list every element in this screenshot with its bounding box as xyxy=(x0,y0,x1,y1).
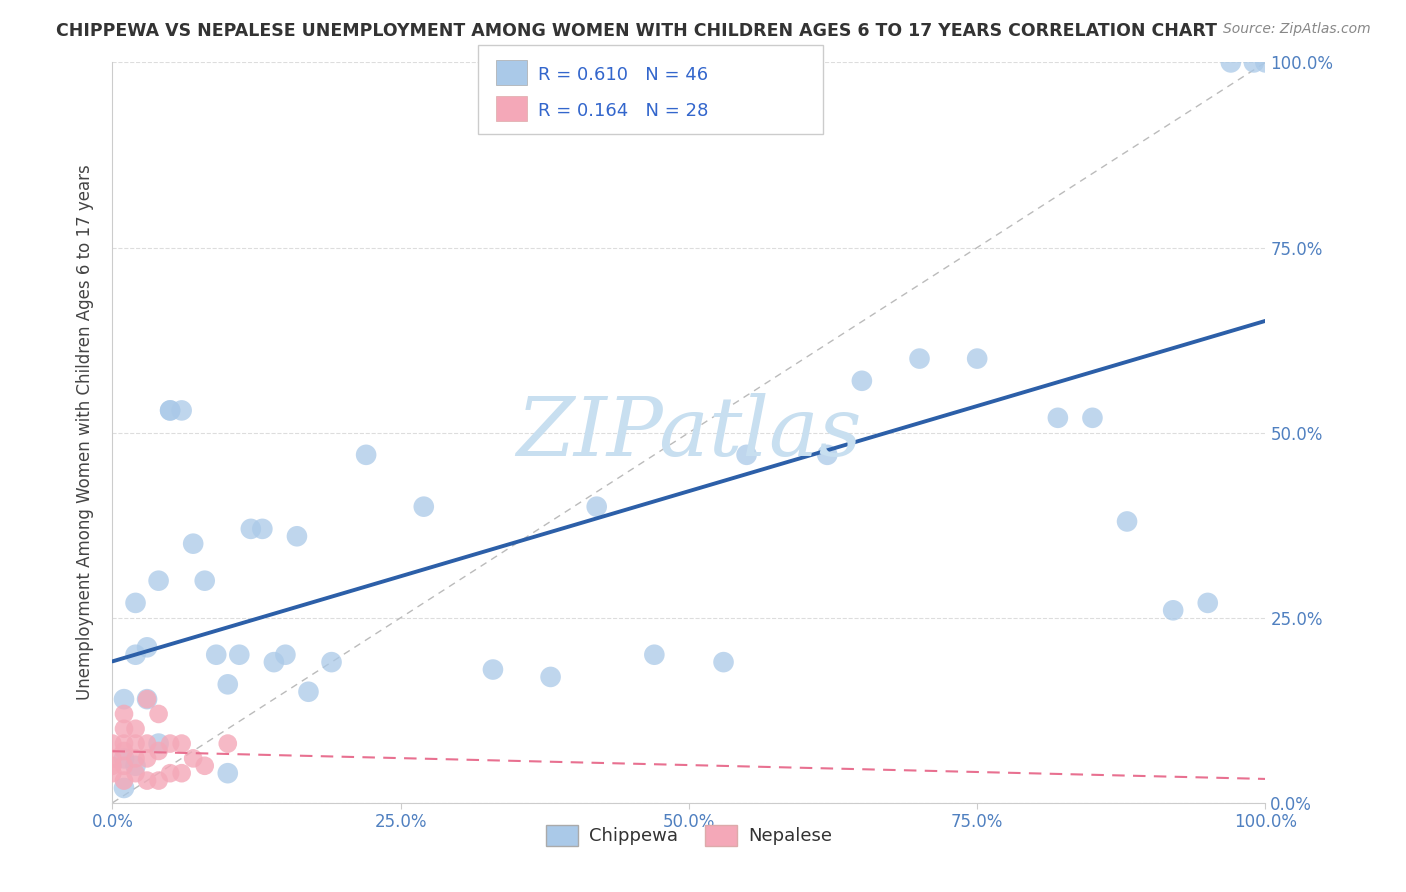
Text: ZIPatlas: ZIPatlas xyxy=(516,392,862,473)
Point xyxy=(205,648,228,662)
Point xyxy=(217,737,239,751)
Point xyxy=(285,529,308,543)
Point xyxy=(321,655,343,669)
Point xyxy=(735,448,758,462)
Point xyxy=(148,773,170,788)
Point xyxy=(239,522,262,536)
Point xyxy=(1197,596,1219,610)
Point xyxy=(112,773,135,788)
Point xyxy=(159,403,181,417)
Point xyxy=(148,737,170,751)
Point xyxy=(1243,55,1265,70)
Point xyxy=(815,448,838,462)
Point xyxy=(713,655,735,669)
Point xyxy=(170,403,193,417)
Point xyxy=(136,737,159,751)
Point xyxy=(1116,515,1139,529)
Point xyxy=(124,766,146,780)
Point xyxy=(148,706,170,721)
Point xyxy=(112,737,135,751)
Point xyxy=(170,737,193,751)
Point xyxy=(148,574,170,588)
Point xyxy=(112,706,135,721)
Y-axis label: Unemployment Among Women with Children Ages 6 to 17 years: Unemployment Among Women with Children A… xyxy=(76,165,94,700)
Point xyxy=(112,722,135,736)
Point xyxy=(170,766,193,780)
Point xyxy=(217,766,239,780)
Point xyxy=(194,574,217,588)
Text: R = 0.610   N = 46: R = 0.610 N = 46 xyxy=(538,66,709,84)
Point xyxy=(101,751,124,765)
Point xyxy=(412,500,434,514)
Point xyxy=(1219,55,1241,70)
Point xyxy=(112,751,135,765)
Point xyxy=(159,766,181,780)
Point xyxy=(851,374,873,388)
Point xyxy=(124,596,146,610)
Point xyxy=(274,648,297,662)
Point xyxy=(482,663,505,677)
Point xyxy=(136,751,159,765)
Point xyxy=(159,403,181,417)
Text: Source: ZipAtlas.com: Source: ZipAtlas.com xyxy=(1223,22,1371,37)
Point xyxy=(112,780,135,795)
Point xyxy=(101,758,124,772)
Point xyxy=(112,692,135,706)
Point xyxy=(124,722,146,736)
Point xyxy=(101,766,124,780)
Point xyxy=(124,751,146,765)
Point xyxy=(112,758,135,772)
Point xyxy=(181,751,204,765)
Point xyxy=(136,692,159,706)
Point xyxy=(136,640,159,655)
Point xyxy=(181,536,204,550)
Point xyxy=(966,351,988,366)
Point xyxy=(217,677,239,691)
Legend: Chippewa, Nepalese: Chippewa, Nepalese xyxy=(538,818,839,853)
Point xyxy=(354,448,377,462)
Point xyxy=(908,351,931,366)
Point xyxy=(1081,410,1104,425)
Point xyxy=(228,648,250,662)
Point xyxy=(124,737,146,751)
Point xyxy=(263,655,285,669)
Point xyxy=(1046,410,1069,425)
Point xyxy=(124,758,146,772)
Point xyxy=(136,773,159,788)
Point xyxy=(112,744,135,758)
Point xyxy=(124,648,146,662)
Text: CHIPPEWA VS NEPALESE UNEMPLOYMENT AMONG WOMEN WITH CHILDREN AGES 6 TO 17 YEARS C: CHIPPEWA VS NEPALESE UNEMPLOYMENT AMONG … xyxy=(56,22,1218,40)
Point xyxy=(194,758,217,772)
Point xyxy=(540,670,562,684)
Point xyxy=(297,685,319,699)
Point xyxy=(1161,603,1184,617)
Point xyxy=(159,737,181,751)
Point xyxy=(643,648,665,662)
Point xyxy=(136,692,159,706)
Text: R = 0.164   N = 28: R = 0.164 N = 28 xyxy=(538,102,709,120)
Point xyxy=(148,744,170,758)
Point xyxy=(101,737,124,751)
Point xyxy=(585,500,607,514)
Point xyxy=(252,522,274,536)
Point xyxy=(1254,55,1277,70)
